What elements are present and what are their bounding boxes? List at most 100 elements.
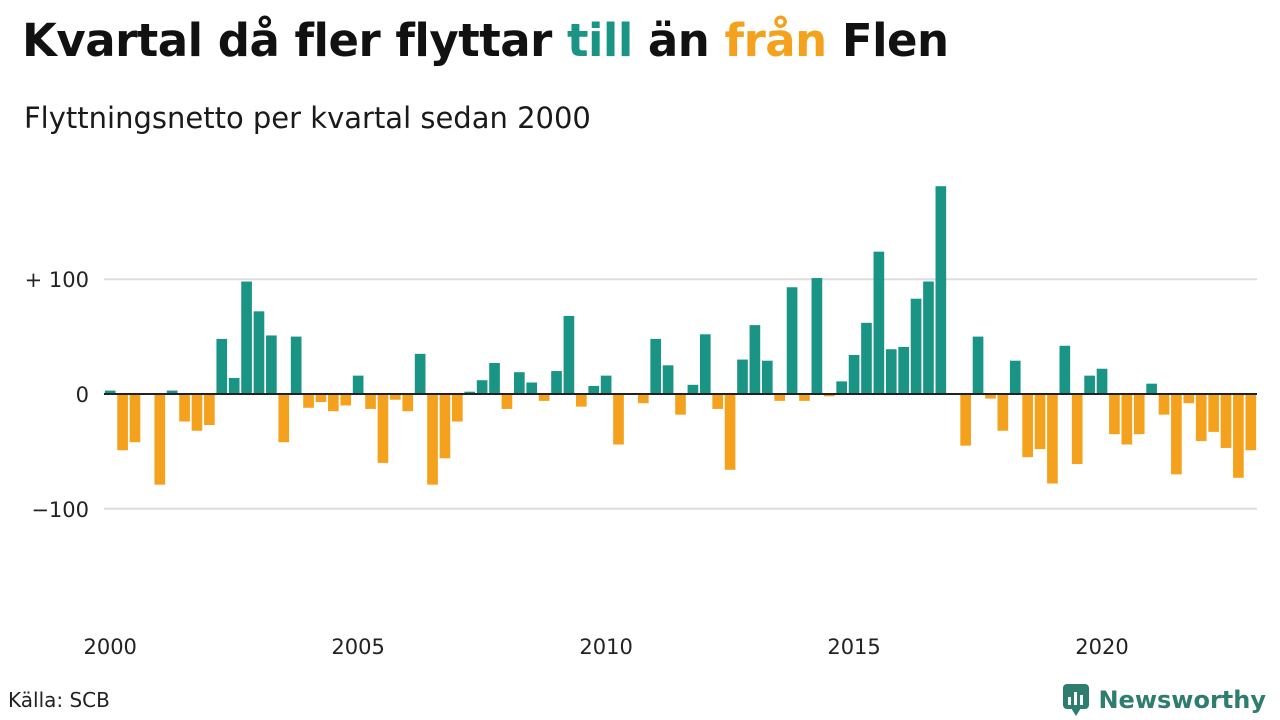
bar xyxy=(1220,394,1232,448)
bar xyxy=(1245,394,1257,451)
x-tick-label: 2020 xyxy=(1075,635,1128,659)
bar xyxy=(1022,394,1033,458)
bar xyxy=(365,394,376,409)
bar xyxy=(836,381,847,394)
bar xyxy=(204,394,215,425)
bar xyxy=(328,394,339,412)
bar xyxy=(526,382,538,394)
chart-title: Kvartal då fler flyttar till än från Fle… xyxy=(22,14,949,67)
bar xyxy=(1233,394,1244,478)
brand: Newsworthy xyxy=(1062,683,1266,717)
y-axis-labels: + 100 0 −100 xyxy=(25,268,89,522)
bar xyxy=(898,346,909,394)
bar xyxy=(439,394,451,459)
bar xyxy=(278,394,290,443)
bar xyxy=(538,394,550,401)
bar xyxy=(811,278,823,394)
bar xyxy=(191,394,203,431)
bar xyxy=(563,315,575,394)
bar xyxy=(266,335,277,394)
bar xyxy=(1171,394,1182,475)
bar xyxy=(340,394,352,406)
brand-name: Newsworthy xyxy=(1098,686,1266,714)
bar xyxy=(662,365,674,394)
bar xyxy=(724,394,736,470)
bar xyxy=(761,360,773,394)
bar xyxy=(104,390,116,394)
bar xyxy=(960,394,971,446)
bar xyxy=(1059,345,1071,394)
bar xyxy=(476,380,488,394)
bar xyxy=(253,311,265,394)
bar xyxy=(1047,394,1058,484)
bar xyxy=(873,251,885,394)
bar xyxy=(427,394,438,485)
bar xyxy=(799,394,810,401)
bar xyxy=(1121,394,1133,445)
bar xyxy=(551,371,562,394)
bar xyxy=(377,394,389,463)
bar xyxy=(861,322,872,394)
bar xyxy=(1158,394,1170,415)
bar xyxy=(712,394,724,409)
bars xyxy=(104,186,1257,485)
bar xyxy=(1034,394,1046,450)
bar xyxy=(390,394,401,400)
bar xyxy=(1183,394,1195,404)
bar xyxy=(737,359,748,394)
bar xyxy=(1146,383,1157,394)
bar xyxy=(885,349,897,394)
bar xyxy=(303,394,314,408)
bar xyxy=(997,394,1009,431)
bar xyxy=(935,186,947,394)
title-part1: Kvartal då fler flyttar xyxy=(22,14,567,67)
y-tick-label: −100 xyxy=(31,498,89,522)
bar xyxy=(786,287,798,394)
bar xyxy=(749,325,761,394)
y-tick-label: + 100 xyxy=(25,268,89,292)
bar xyxy=(452,394,463,422)
bar xyxy=(1195,394,1207,442)
bar xyxy=(501,394,513,409)
bar xyxy=(923,281,934,394)
bar xyxy=(588,385,600,394)
title-negative-word: från xyxy=(724,14,828,67)
bar xyxy=(352,375,364,394)
bar xyxy=(489,363,500,394)
bar xyxy=(637,394,649,404)
bar xyxy=(1084,375,1095,394)
x-tick-label: 2010 xyxy=(579,635,632,659)
bar xyxy=(228,377,240,394)
newsworthy-logo-icon xyxy=(1063,684,1090,716)
x-tick-label: 2015 xyxy=(827,635,880,659)
bar xyxy=(290,336,302,394)
bar xyxy=(848,354,860,394)
bar xyxy=(650,338,662,394)
bar-chart: + 100 0 −100 2000 2005 2010 2015 2020 xyxy=(25,186,1257,659)
bar xyxy=(1009,360,1021,394)
bar xyxy=(241,281,252,394)
chart-subtitle: Flyttningsnetto per kvartal sedan 2000 xyxy=(24,101,591,135)
bar xyxy=(910,298,922,394)
bar xyxy=(687,384,699,394)
bar xyxy=(823,394,835,397)
title-positive-word: till xyxy=(566,14,633,67)
bar xyxy=(1096,368,1108,394)
gridlines xyxy=(104,278,1257,510)
y-tick-label: 0 xyxy=(76,383,89,407)
bar xyxy=(129,394,141,443)
bar xyxy=(414,353,426,394)
bar xyxy=(675,394,686,415)
bar xyxy=(179,394,190,422)
bar xyxy=(166,390,178,394)
bar xyxy=(600,375,612,394)
bar xyxy=(1208,394,1219,432)
x-axis-labels: 2000 2005 2010 2015 2020 xyxy=(83,635,1128,659)
bar xyxy=(774,394,786,401)
bar xyxy=(1071,394,1083,465)
bar xyxy=(613,394,624,445)
bar xyxy=(464,391,476,394)
bar xyxy=(154,394,166,485)
bar xyxy=(699,334,711,394)
title-part2: än xyxy=(632,14,725,67)
